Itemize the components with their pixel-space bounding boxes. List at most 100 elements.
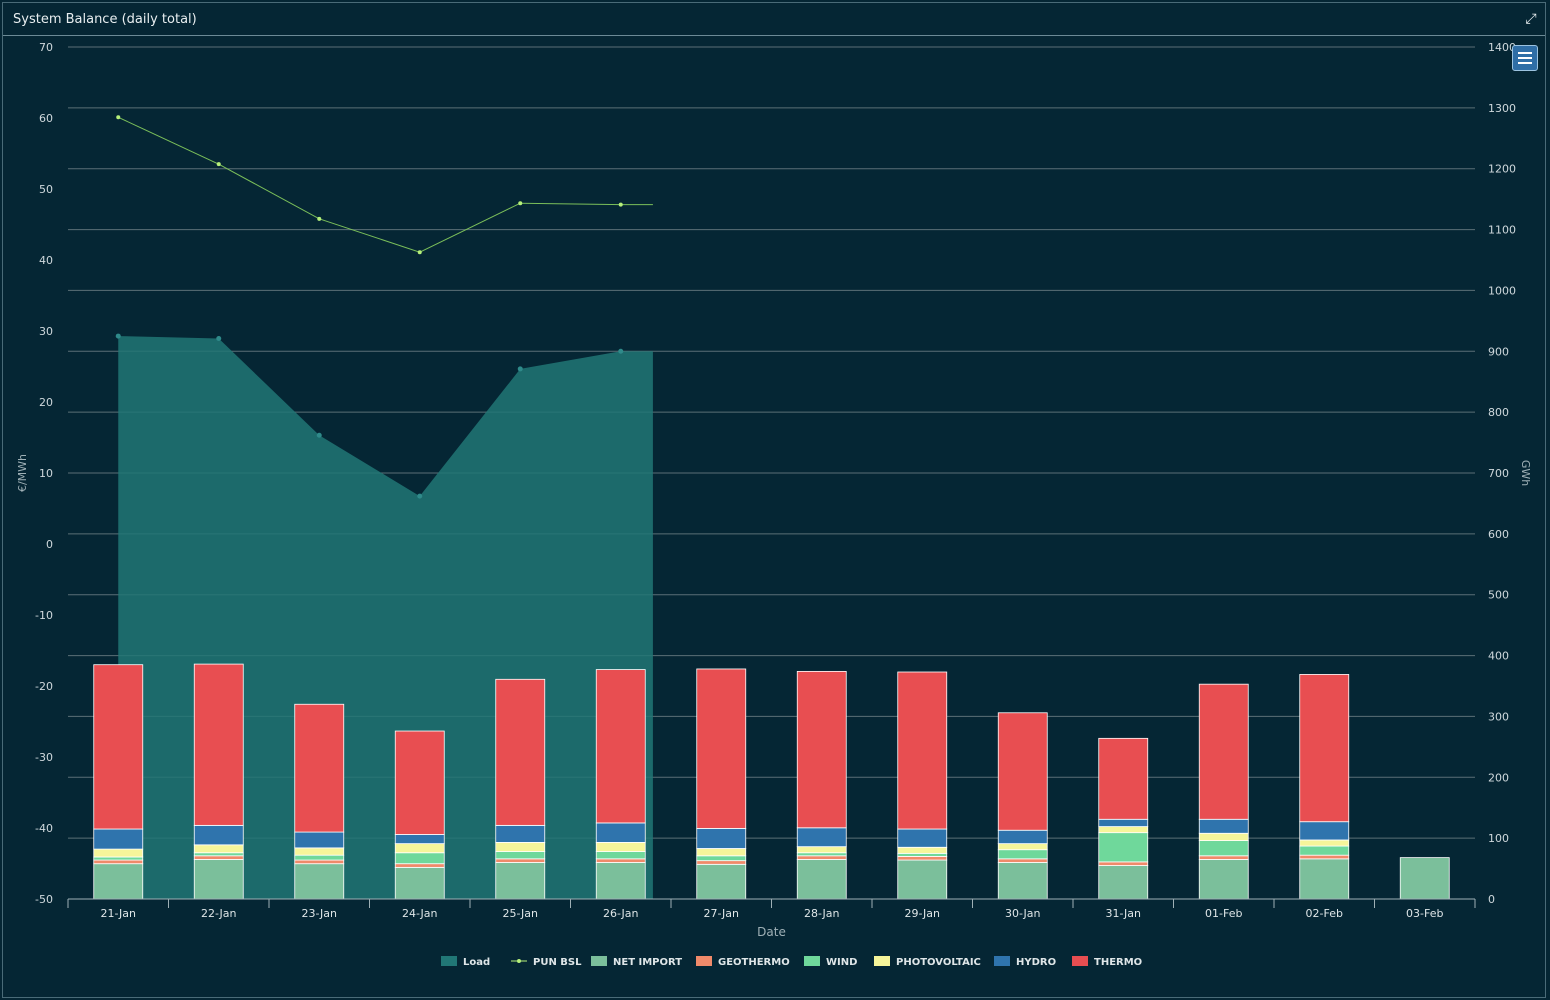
bar-segment-wind [394,852,445,865]
legend-label: NET IMPORT [613,957,682,968]
bar-segment-photovoltaic [93,848,144,858]
bar-segment-thermo [897,671,948,830]
bar-segment-net-import [1098,865,1149,900]
legend-item: NET IMPORT [591,956,682,968]
pun-bsl-polyline [118,116,653,253]
y-right-tick-label: 700 [1488,467,1509,480]
pun-bsl-point [116,115,121,120]
bar-segment-geothermo [997,858,1048,863]
bar-segment-hydro [495,824,546,843]
y-left-tick-label: 20 [39,396,53,409]
bar-segment-hydro [1198,818,1249,834]
y-right-tick-label: 600 [1488,528,1509,541]
bar-segment-net-import [1299,858,1350,900]
x-tick-label: 23-Jan [301,907,337,920]
bar-segment-hydro [595,822,646,843]
bar-segment-thermo [193,663,244,826]
y-left-tick-label: 10 [39,467,53,480]
bar-segment-thermo [696,668,747,829]
bar-segment-photovoltaic [193,844,244,854]
legend-label: HYDRO [1016,957,1056,968]
axes: 706050403020100-10-20-30-40-501400130012… [16,41,1532,939]
y-left-tick-label: -20 [35,680,53,693]
bar-segment-wind [696,855,747,862]
legend-swatch [591,956,607,966]
y-right-tick-label: 1100 [1488,224,1516,237]
bar-segment-photovoltaic [997,843,1048,851]
legend-label: WIND [826,957,857,968]
bar-segment-hydro [294,831,345,849]
x-tick-label: 30-Jan [1005,907,1041,920]
x-tick-label: 21-Jan [100,907,136,920]
bar-segment-net-import [1399,857,1450,900]
x-tick-label: 27-Jan [703,907,739,920]
x-tick-label: 29-Jan [904,907,940,920]
hamburger-menu-icon [1518,62,1532,64]
y-left-tick-label: 40 [39,254,53,267]
stacked-bars [93,663,1450,900]
chart-menu-button[interactable] [1512,45,1538,71]
bar-segment-photovoltaic [294,847,345,856]
y-right-tick-label: 500 [1488,589,1509,602]
bar-segment-net-import [394,866,445,900]
y-right-tick-label: 1300 [1488,102,1516,115]
legend-label: PUN BSL [533,957,582,968]
bar-segment-hydro [193,824,244,846]
bar-segment-wind [1198,840,1249,857]
bar-segment-thermo [1198,683,1249,820]
legend-swatch [994,956,1010,966]
y-left-tick-label: 70 [39,41,53,54]
bar-segment-wind [495,851,546,860]
load-point [216,336,222,342]
bar-segment-geothermo [93,859,144,865]
pun-bsl-point [417,250,422,255]
y-left-tick-label: -30 [35,751,53,764]
y-right-tick-label: 0 [1488,893,1495,906]
legend-item: PUN BSL [511,957,582,968]
load-point [618,348,624,354]
pun-bsl-point [518,201,523,206]
y-right-tick-label: 800 [1488,406,1509,419]
y-left-tick-label: -50 [35,893,53,906]
bar-segment-photovoltaic [696,848,747,857]
x-tick-label: 26-Jan [603,907,639,920]
bar-segment-photovoltaic [897,846,948,854]
bar-segment-net-import [595,862,646,900]
legend: Load PUN BSL NET IMPORT GEOTHERMO WIND PHOTOV… [441,956,1142,968]
bar-segment-thermo [796,670,847,829]
bar-segment-wind [1098,832,1149,863]
bar-segment-photovoltaic [1198,832,1249,841]
pun-bsl-point [216,162,221,167]
panel-header: System Balance (daily total) ⤢ [3,3,1545,36]
legend-point-symbol [517,959,521,963]
bar-segment-net-import [1198,859,1249,900]
bar-segment-photovoltaic [1299,839,1350,847]
y-right-tick-label: 100 [1488,832,1509,845]
bar-segment-geothermo [595,858,646,863]
y-right-tick-label: 1400 [1488,41,1516,54]
bar-segment-thermo [93,664,144,830]
bar-segment-thermo [294,703,345,833]
y-left-tick-label: 30 [39,325,53,338]
load-point [417,493,423,499]
bar-segment-net-import [294,863,345,900]
bar-segment-photovoltaic [495,842,546,852]
bar-segment-thermo [1299,674,1350,823]
bar-segment-geothermo [495,858,546,863]
x-tick-label: 25-Jan [502,907,538,920]
bar-segment-wind [1299,845,1350,856]
bar-segment-hydro [796,827,847,848]
x-tick-label: 24-Jan [402,907,438,920]
pun-bsl-point [618,202,623,207]
legend-label: Load [463,957,490,968]
bar-segment-wind [193,852,244,857]
bar-segment-geothermo [696,860,747,865]
bar-segment-thermo [1098,737,1149,820]
bar-segment-geothermo [1299,854,1350,860]
y-left-axis-title: €/MWh [16,454,29,492]
panel-title: System Balance (daily total) [13,12,197,27]
y-right-tick-label: 900 [1488,345,1509,358]
hamburger-menu-icon [1518,57,1532,59]
collapse-arrows-icon[interactable]: ⤢ [1525,11,1537,27]
